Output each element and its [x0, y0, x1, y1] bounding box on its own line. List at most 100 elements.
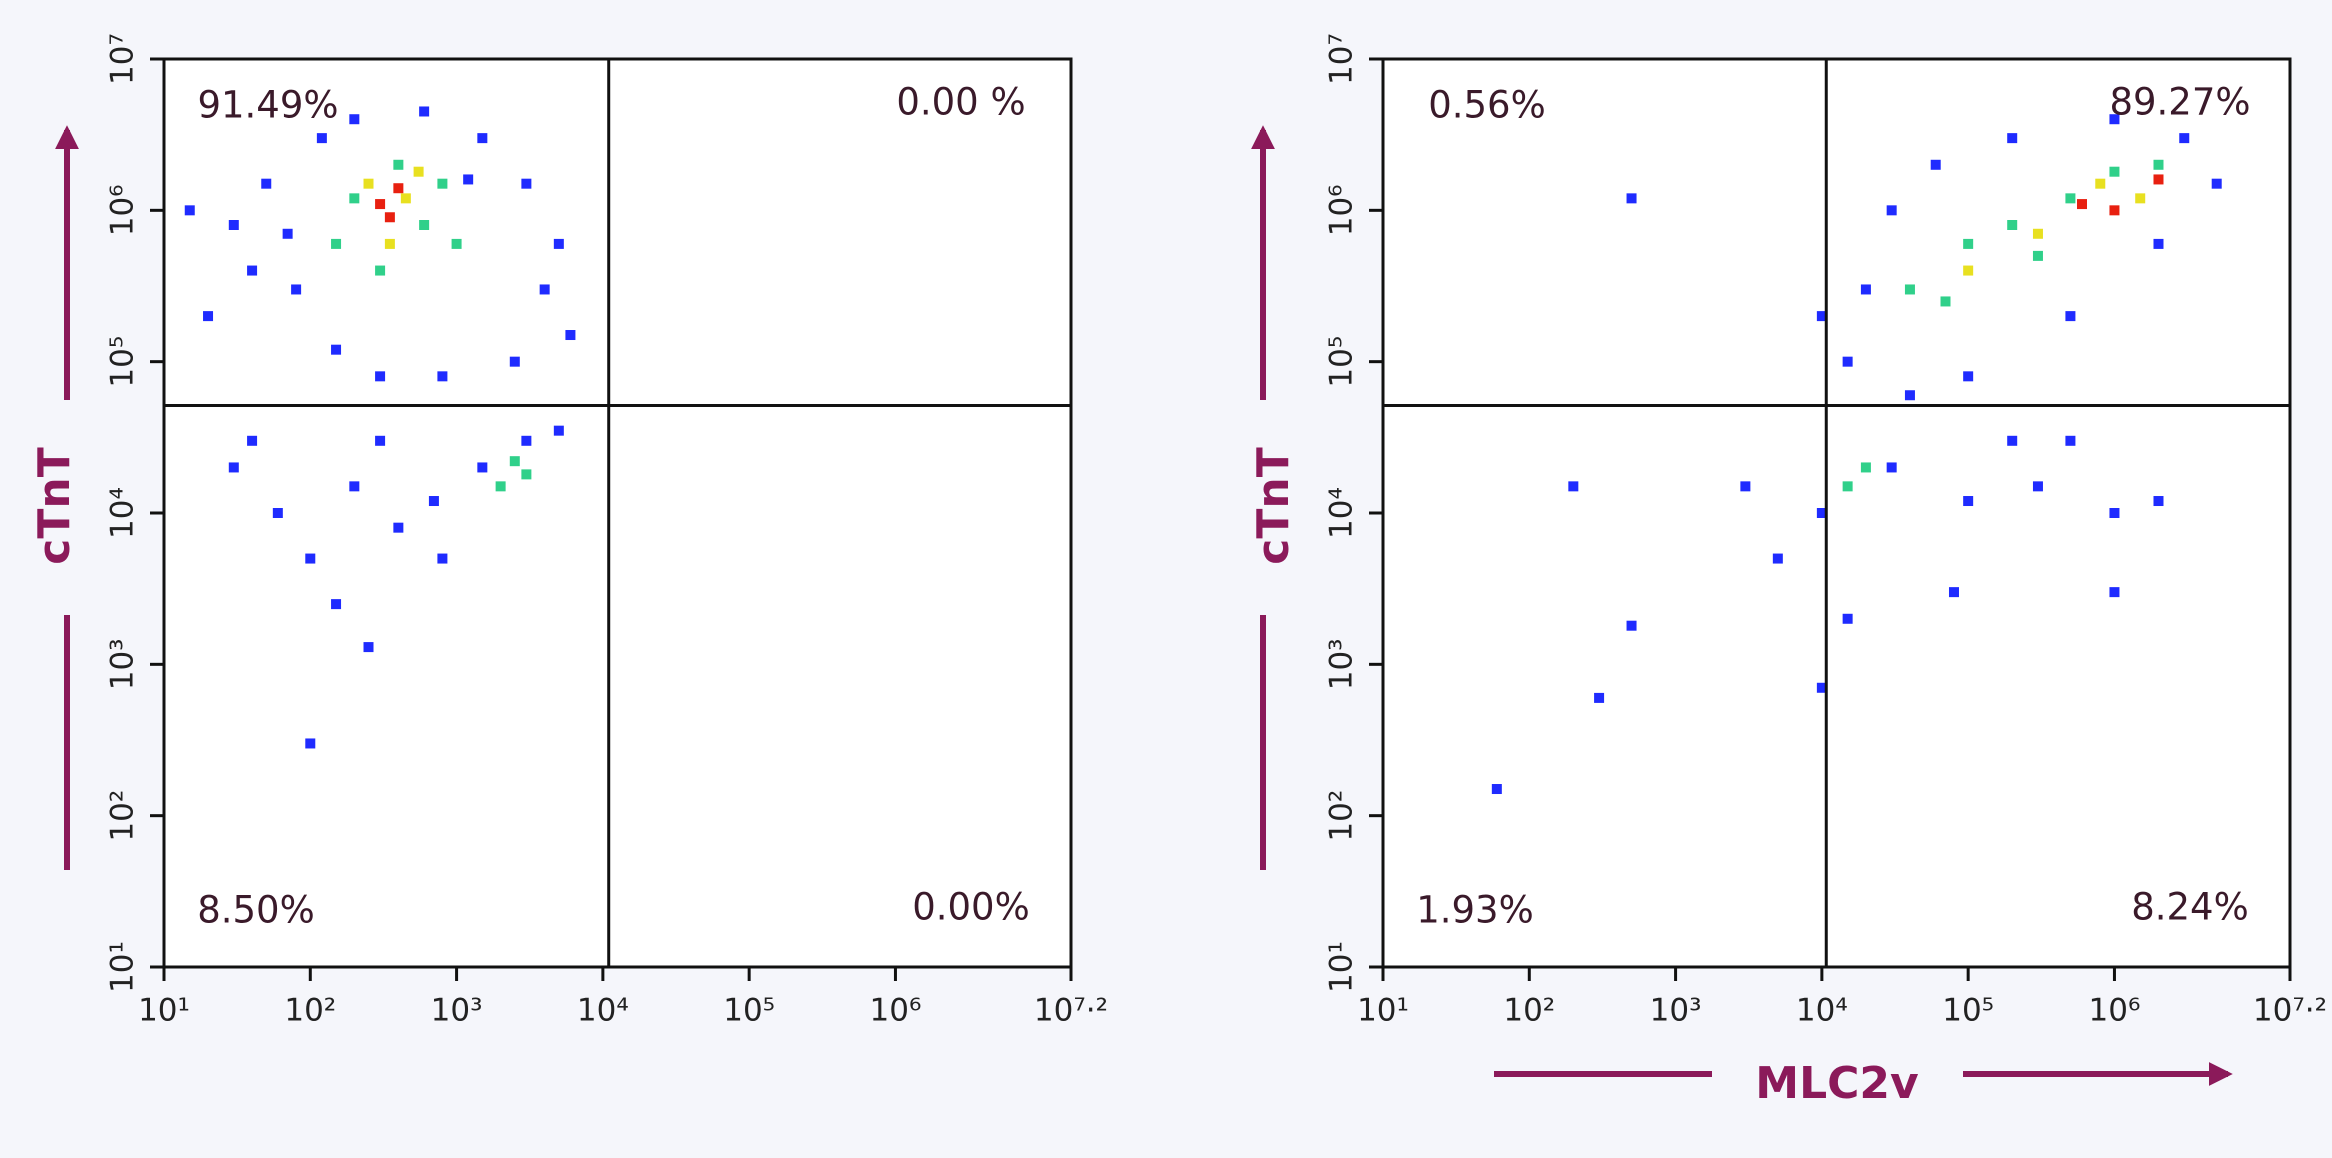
point	[521, 469, 532, 480]
point	[413, 166, 424, 177]
point	[2109, 205, 2120, 216]
point	[1842, 613, 1853, 624]
point	[451, 238, 462, 249]
y-tick-label: 10⁷	[1324, 33, 1360, 85]
point	[1626, 620, 1637, 631]
quadrant-percent: 91.49%	[197, 84, 338, 127]
point	[437, 371, 448, 382]
point	[1772, 553, 1783, 564]
point	[2109, 587, 2120, 598]
quadrant-percent: 8.50%	[197, 889, 315, 932]
x-tick-label: 10³	[431, 993, 483, 1029]
point	[2153, 238, 2164, 249]
point	[375, 371, 386, 382]
point	[1740, 481, 1751, 492]
point	[1626, 193, 1637, 204]
point	[553, 238, 564, 249]
y-axis-label: cTnT	[29, 447, 80, 564]
point	[2095, 178, 2106, 189]
x-tick-label: 10⁷·²	[2253, 993, 2327, 1029]
quadrant-percent: 0.56%	[1428, 84, 1546, 127]
point	[349, 114, 360, 125]
point	[2007, 435, 2018, 446]
point	[305, 738, 316, 749]
points	[184, 106, 576, 749]
x-tick-label: 10²	[284, 993, 336, 1029]
point	[247, 435, 258, 446]
point	[400, 193, 411, 204]
point	[2076, 199, 2087, 210]
y-tick-label: 10¹	[1324, 941, 1360, 993]
point	[419, 106, 430, 117]
point	[2153, 496, 2164, 507]
point	[316, 133, 327, 144]
point	[1816, 682, 1827, 693]
y-tick-label: 10²	[105, 790, 141, 842]
point	[1930, 159, 1941, 170]
point	[553, 425, 564, 436]
y-tick-label: 10³	[105, 638, 141, 690]
x-tick-label: 10⁵	[1942, 993, 1994, 1029]
point	[384, 212, 395, 223]
x-tick-label: 10⁶	[870, 993, 922, 1029]
plot-area	[164, 59, 1071, 967]
y-tick-label: 10⁶	[105, 184, 141, 236]
point	[428, 496, 439, 507]
point	[1816, 311, 1827, 322]
point	[1963, 265, 1974, 276]
point	[375, 265, 386, 276]
point	[184, 205, 195, 216]
quadrant-percent: 0.00%	[912, 886, 1030, 929]
point	[203, 311, 214, 322]
point	[2109, 114, 2120, 125]
point	[349, 481, 360, 492]
point	[2065, 311, 2076, 322]
point	[565, 330, 576, 341]
point	[437, 553, 448, 564]
point	[1491, 784, 1502, 795]
point	[282, 228, 293, 239]
point	[2007, 219, 2018, 230]
quadrant-percent: 1.93%	[1416, 889, 1534, 932]
point	[228, 219, 239, 230]
point	[2153, 159, 2164, 170]
point	[1568, 481, 1579, 492]
point	[349, 193, 360, 204]
x-tick-label: 10⁴	[577, 993, 629, 1029]
point	[463, 174, 474, 185]
point	[419, 219, 430, 230]
point	[228, 462, 239, 473]
point	[495, 481, 506, 492]
point	[2153, 174, 2164, 185]
y-axis-label: cTnT	[1248, 447, 1299, 564]
x-tick-label: 10¹	[1357, 993, 1409, 1029]
x-tick-label: 10²	[1503, 993, 1555, 1029]
point	[384, 238, 395, 249]
point	[521, 178, 532, 189]
x-tick-label: 10⁵	[723, 993, 775, 1029]
quadrant-percent: 8.24%	[2131, 886, 2249, 929]
point	[1904, 390, 1915, 401]
point	[2007, 133, 2018, 144]
point	[305, 553, 316, 564]
y-tick-label: 10⁴	[105, 487, 141, 539]
point	[1948, 587, 1959, 598]
point	[363, 642, 374, 653]
x-axis-label: MLC2v	[1755, 1058, 1919, 1109]
point	[1816, 508, 1827, 518]
point	[509, 456, 520, 467]
point	[509, 356, 520, 367]
y-tick-label: 10⁷	[105, 33, 141, 85]
point	[2032, 250, 2043, 261]
point	[1886, 462, 1897, 473]
point	[291, 284, 302, 295]
point	[2109, 166, 2120, 177]
point	[272, 508, 283, 518]
point	[1963, 238, 1974, 249]
point	[1842, 356, 1853, 367]
point	[2032, 228, 2043, 239]
point	[331, 238, 342, 249]
point	[2135, 193, 2146, 204]
point	[1940, 296, 1951, 307]
